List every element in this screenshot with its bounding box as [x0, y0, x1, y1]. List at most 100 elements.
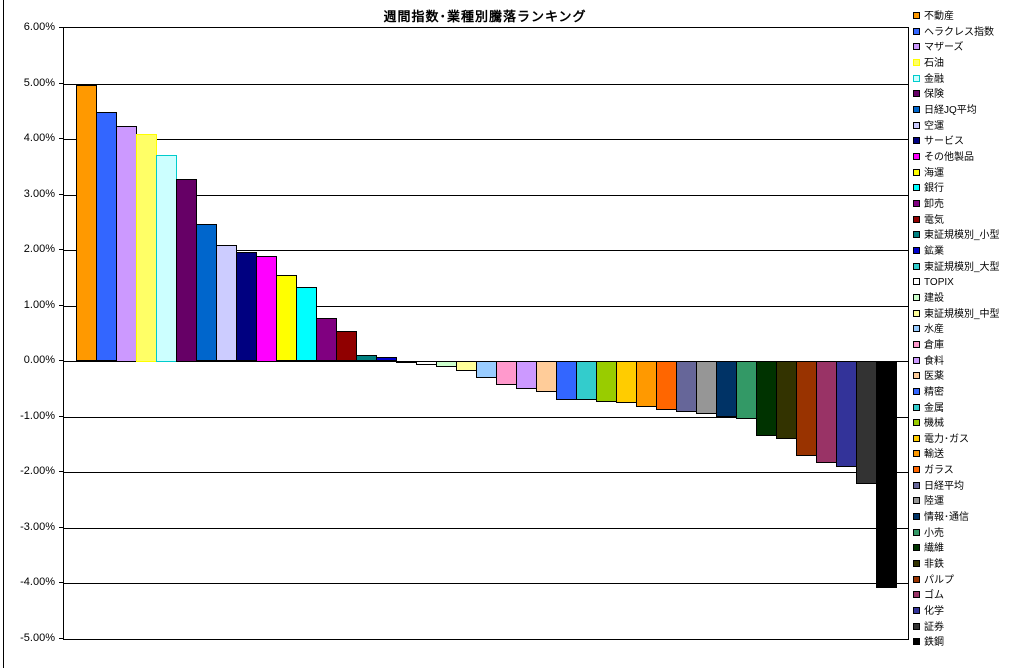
bar-ガラス [656, 361, 677, 410]
bar-建設 [436, 361, 457, 367]
legend-swatch [913, 591, 920, 598]
bar-TOPIX [416, 361, 437, 365]
legend-label: マザーズ [924, 42, 964, 53]
bar-海運 [276, 275, 297, 361]
legend-label: 食料 [924, 356, 944, 367]
gridline [64, 306, 908, 307]
bar-水産 [476, 361, 497, 378]
legend-swatch [913, 310, 920, 317]
bar-東証規模別_小型 [356, 355, 377, 361]
legend-label: 東証規模別_中型 [924, 309, 1000, 320]
legend-label: 保険 [924, 89, 944, 100]
bar-食料 [516, 361, 537, 389]
legend-label: ヘラクレス指数 [924, 27, 994, 38]
legend-label: その他製品 [924, 152, 974, 163]
bar-化学 [836, 361, 857, 467]
y-axis-label: -3.00% [20, 521, 55, 533]
y-axis-tick [59, 471, 64, 472]
legend-label: 金属 [924, 403, 944, 414]
gridline [64, 472, 908, 473]
y-axis-tick [59, 638, 64, 639]
bar-鉄鋼 [876, 361, 897, 588]
y-axis-label: -2.00% [20, 465, 55, 477]
legend-swatch [913, 529, 920, 536]
bar-日経平均 [676, 361, 697, 412]
y-axis-label: 4.00% [23, 132, 55, 144]
legend-swatch [913, 435, 920, 442]
bar-空運 [216, 245, 237, 361]
bar-卸売 [316, 318, 337, 361]
plot-area [63, 27, 909, 640]
bar-電力･ガス [616, 361, 637, 403]
bar-金融 [156, 155, 177, 362]
legend-swatch [913, 106, 920, 113]
legend-swatch [913, 12, 920, 19]
chart-legend: 不動産 ヘラクレス指数 マザーズ 石油 金融 保険 日経JQ平均 空運 サービス その他製品 海運銀… [913, 10, 1023, 660]
legend-swatch [913, 325, 920, 332]
legend-swatch [913, 28, 920, 35]
legend-label: 不動産 [924, 11, 954, 22]
y-axis-label: -1.00% [20, 410, 55, 422]
legend-swatch [913, 75, 920, 82]
legend-label: 電力･ガス [924, 434, 969, 445]
bar-パルプ [796, 361, 817, 456]
y-axis-tick [59, 582, 64, 583]
legend-label: ゴム [924, 590, 944, 601]
y-axis-label: -4.00% [20, 576, 55, 588]
gridline [64, 139, 908, 140]
bar-機械 [596, 361, 617, 402]
bar-不動産 [76, 85, 97, 361]
bar-サービス [236, 252, 257, 361]
legend-label: 非鉄 [924, 559, 944, 570]
bar-ヘラクレス指数 [96, 112, 117, 361]
legend-swatch [913, 607, 920, 614]
bar-電気 [336, 331, 357, 361]
bar-繊維 [756, 361, 777, 436]
bar-証券 [856, 361, 877, 484]
legend-swatch [913, 513, 920, 520]
legend-label: 倉庫 [924, 340, 944, 351]
legend-swatch [913, 247, 920, 254]
legend-swatch [913, 200, 920, 207]
legend-label: 金融 [924, 74, 944, 85]
legend-label: ガラス [924, 465, 954, 476]
gridline [64, 583, 908, 584]
legend-label: 東証規模別_大型 [924, 262, 1000, 273]
legend-swatch [913, 466, 920, 473]
legend-swatch [913, 372, 920, 379]
chart-frame-left-border [3, 0, 4, 668]
legend-label: 鉄鋼 [924, 637, 944, 648]
legend-label: 小売 [924, 528, 944, 539]
bar-医薬 [536, 361, 557, 392]
legend-label: 陸運 [924, 496, 944, 507]
legend-swatch [913, 388, 920, 395]
bar-マザーズ [116, 126, 137, 362]
legend-label: 建設 [924, 293, 944, 304]
y-axis-tick [59, 360, 64, 361]
legend-label: 医薬 [924, 371, 944, 382]
legend-swatch [913, 357, 920, 364]
bar-保険 [176, 179, 197, 362]
legend-swatch [913, 59, 920, 66]
legend-swatch [913, 231, 920, 238]
gridline [64, 528, 908, 529]
legend-swatch [913, 90, 920, 97]
y-axis-tick [59, 27, 64, 28]
legend-swatch [913, 623, 920, 630]
legend-swatch [913, 43, 920, 50]
bar-その他製品 [256, 256, 277, 362]
legend-label: パルプ [924, 575, 954, 586]
legend-swatch [913, 216, 920, 223]
legend-label: 証券 [924, 622, 944, 633]
y-axis-tick [59, 83, 64, 84]
y-axis-label: -5.00% [20, 632, 55, 644]
legend-swatch [913, 560, 920, 567]
legend-label: 空運 [924, 121, 944, 132]
legend-label: 鉱業 [924, 246, 944, 257]
bar-鉱業 [376, 357, 397, 361]
legend-label: 水産 [924, 324, 944, 335]
legend-label: 石油 [924, 58, 944, 69]
bar-小売 [736, 361, 757, 419]
legend-swatch [913, 169, 920, 176]
